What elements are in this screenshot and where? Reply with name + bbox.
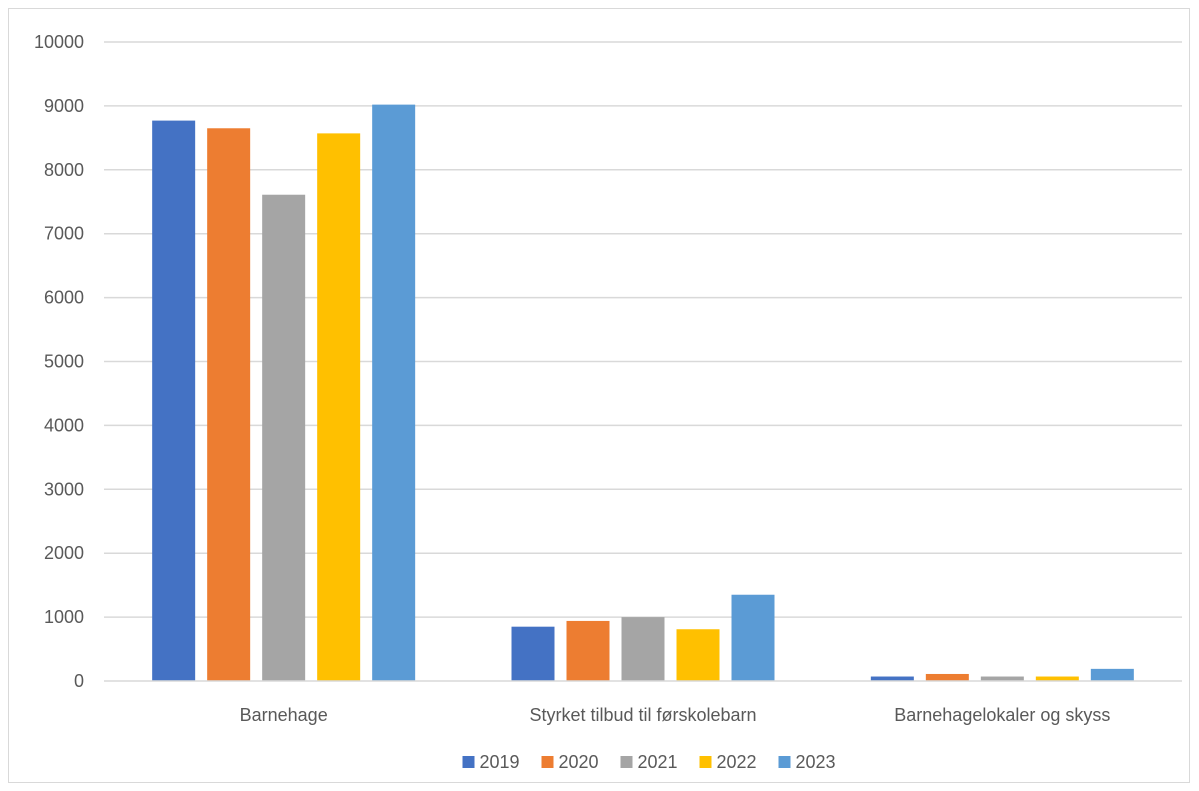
legend-label: 2019 — [480, 752, 520, 772]
y-axis-tick-labels: 0 1000 2000 3000 4000 5000 6000 7000 8000 9000 100… — [34, 32, 84, 691]
y-tick-label: 2000 — [44, 543, 84, 563]
legend-swatch-2023 — [778, 756, 791, 768]
bar-2019-0 — [152, 120, 196, 682]
legend-label: 2020 — [559, 752, 599, 772]
bar-2021-0 — [262, 194, 306, 681]
legend-label: 2021 — [638, 752, 678, 772]
bar-2019-2 — [870, 676, 914, 681]
bar-2022-0 — [317, 133, 361, 681]
category-label: Barnehage — [240, 705, 328, 725]
bar-2022-2 — [1035, 676, 1079, 681]
legend-swatch-2020 — [541, 756, 554, 768]
legend-swatch-2022 — [699, 756, 712, 768]
bar-2020-0 — [207, 128, 251, 681]
legend-swatch-2019 — [462, 756, 475, 768]
bar-2020-2 — [925, 673, 969, 681]
legend-label: 2023 — [796, 752, 836, 772]
category-label: Styrket tilbud til førskolebarn — [529, 705, 756, 725]
y-tick-label: 8000 — [44, 160, 84, 180]
y-tick-label: 7000 — [44, 224, 84, 244]
y-tick-label: 4000 — [44, 415, 84, 435]
y-tick-label: 9000 — [44, 96, 84, 116]
legend-swatch-2021 — [620, 756, 633, 768]
bar-2023-1 — [731, 594, 775, 681]
bar-2023-0 — [372, 104, 416, 681]
y-tick-label: 0 — [74, 671, 84, 691]
legend-label: 2022 — [717, 752, 757, 772]
bar-2023-2 — [1090, 668, 1134, 681]
y-tick-label: 3000 — [44, 479, 84, 499]
legend: 2019 2020 2021 2022 2023 — [462, 752, 836, 772]
bar-2021-2 — [980, 676, 1024, 681]
bars — [152, 104, 1134, 682]
y-tick-label: 6000 — [44, 288, 84, 308]
category-label: Barnehagelokaler og skyss — [894, 705, 1110, 725]
bar-2020-1 — [566, 620, 610, 681]
y-tick-label: 1000 — [44, 607, 84, 627]
bar-2019-1 — [511, 626, 555, 681]
bar-2021-1 — [621, 617, 665, 681]
y-tick-label: 10000 — [34, 32, 84, 52]
y-tick-label: 5000 — [44, 352, 84, 372]
category-labels: Barnehage Styrket tilbud til førskolebarn… — [240, 705, 1111, 725]
bar-2022-1 — [676, 629, 720, 681]
